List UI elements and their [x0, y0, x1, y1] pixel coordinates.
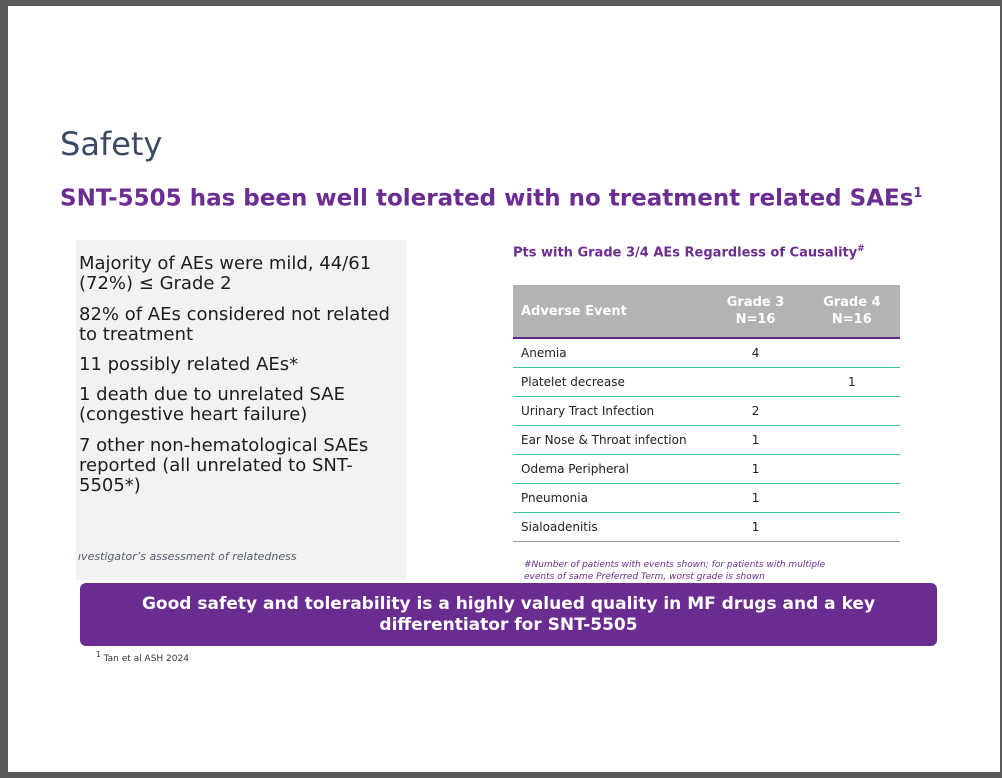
cell-event: Ear Nose & Throat infection: [513, 425, 708, 455]
table-row: Ear Nose & Throat infection 1: [513, 425, 900, 455]
table-title: Pts with Grade 3/4 AEs Regardless of Cau…: [513, 244, 865, 260]
header-grade4: Grade 4 N=16: [803, 285, 900, 339]
cell-grade4: [803, 425, 900, 455]
cell-event: Odema Peripheral: [513, 454, 708, 484]
cell-grade3: 1: [707, 425, 804, 455]
header-grade4-n: N=16: [831, 312, 872, 327]
bullet-item: 82% of AEs considered not related to tre…: [79, 304, 390, 345]
cell-event: Anemia: [513, 338, 708, 368]
table-title-text: Pts with Grade 3/4 AEs Regardless of Cau…: [513, 245, 858, 261]
table-row: Urinary Tract Infection 2: [513, 396, 900, 426]
cell-grade4: [803, 483, 900, 513]
reference-text: Tan et al ASH 2024: [103, 654, 189, 664]
header-grade3-n: N=16: [735, 312, 776, 327]
cell-event: Pneumonia: [513, 483, 708, 513]
bullet-item: 11 possibly related AEs*: [79, 354, 299, 375]
cell-grade3: 1: [707, 483, 804, 513]
slide-subtitle: SNT-5505 has been well tolerated with no…: [60, 178, 922, 215]
reference-mark: 1: [96, 650, 101, 659]
cell-event: Sialoadenitis: [513, 512, 708, 542]
cell-grade3: 1: [707, 454, 804, 484]
adverse-events-table: Adverse Event Grade 3 N=16 Grade 4 N=16 …: [513, 285, 900, 542]
subtitle-reference-mark: 1: [913, 186, 923, 201]
table-row: Platelet decrease 1: [513, 367, 900, 397]
slide-title: Safety: [60, 125, 163, 163]
relatedness-note: ıvestigator’s assessment of relatedness: [78, 550, 297, 563]
cell-event: Urinary Tract Infection: [513, 396, 708, 426]
bullet-item: 7 other non-hematological SAEs reported …: [79, 435, 369, 496]
table-title-mark: #: [857, 244, 865, 254]
cell-grade4: [803, 338, 900, 368]
cell-grade3: [707, 367, 804, 397]
slide: Safety SNT-5505 has been well tolerated …: [8, 6, 1000, 772]
header-grade3-label: Grade 3: [726, 295, 785, 310]
reference-footnote: 1 Tan et al ASH 2024: [96, 650, 189, 664]
bullets-panel: Majority of AEs were mild, 44/61 (72%) ≤…: [76, 240, 406, 580]
bullet-item: 1 death due to unrelated SAE (congestive…: [79, 384, 345, 425]
key-message-banner: Good safety and tolerability is a highly…: [80, 583, 937, 646]
header-grade3: Grade 3 N=16: [707, 285, 804, 339]
cell-grade3: 4: [707, 338, 804, 368]
cell-grade4: [803, 454, 900, 484]
table-footnote: #Number of patients with events shown; f…: [524, 560, 826, 582]
header-grade4-label: Grade 4: [823, 295, 881, 310]
table-row: Pneumonia 1: [513, 483, 900, 513]
cell-grade4: [803, 512, 900, 542]
table-row: Odema Peripheral 1: [513, 454, 900, 484]
cell-grade3: 1: [707, 512, 804, 542]
bullet-item: Majority of AEs were mild, 44/61 (72%) ≤…: [79, 253, 372, 294]
table-row: Sialoadenitis 1: [513, 512, 900, 542]
cell-grade4: 1: [803, 367, 900, 397]
table-header-row: Adverse Event Grade 3 N=16 Grade 4 N=16: [513, 285, 900, 339]
cell-event: Platelet decrease: [513, 367, 708, 397]
table-row: Anemia 4: [513, 338, 900, 368]
header-adverse-event: Adverse Event: [513, 285, 708, 339]
cell-grade3: 2: [707, 396, 804, 426]
cell-grade4: [803, 396, 900, 426]
banner-text: Good safety and tolerability is a highly…: [141, 593, 876, 635]
subtitle-text: SNT-5505 has been well tolerated with no…: [60, 185, 914, 212]
